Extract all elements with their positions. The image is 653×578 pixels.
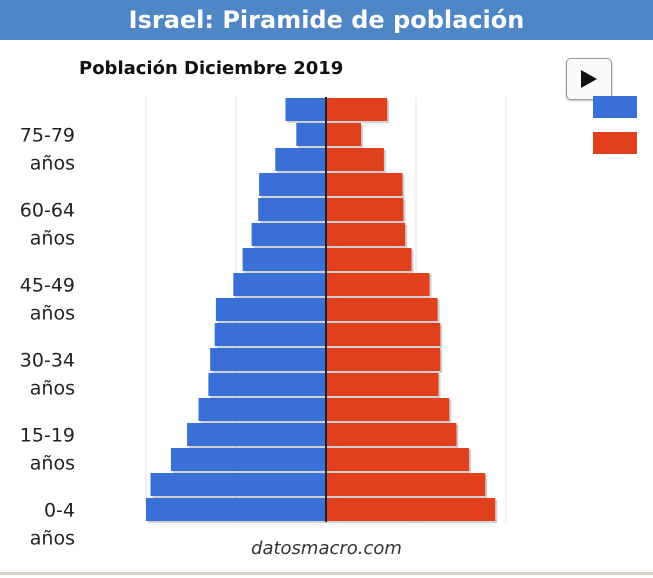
bar-female-55-59 xyxy=(326,223,406,246)
bar-male-25-29 xyxy=(208,373,326,396)
tick-label-sub-45-49: años xyxy=(30,303,75,325)
bar-female-5-9 xyxy=(326,473,486,496)
bar-male-65-69 xyxy=(259,173,326,196)
bar-female-50-54 xyxy=(326,248,412,271)
tick-label-sub-75-79: años xyxy=(30,153,75,175)
tick-label-sub-15-19: años xyxy=(30,453,75,475)
bar-male-70-74 xyxy=(275,148,326,171)
tick-label-sub-0-4: años xyxy=(30,528,75,550)
bar-female-30-34 xyxy=(326,348,441,371)
bar-male-30-34 xyxy=(210,348,326,371)
bar-male-5-9 xyxy=(150,473,326,496)
header-bar: Israel: Piramide de población xyxy=(0,0,653,40)
bar-female-70-74 xyxy=(326,148,384,171)
tick-label-30-34: 30-34 xyxy=(20,350,75,372)
tick-label-45-49: 45-49 xyxy=(20,275,75,297)
bar-female-60-64 xyxy=(326,198,404,221)
bar-male-35-39 xyxy=(214,323,326,346)
bar-male-15-19 xyxy=(187,423,326,446)
footer-divider xyxy=(0,572,653,575)
bar-female-0-4 xyxy=(326,498,496,521)
bar-female-25-29 xyxy=(326,373,439,396)
bar-female-45-49 xyxy=(326,273,430,296)
page-title: Israel: Piramide de población xyxy=(128,6,525,34)
bar-male-45-49 xyxy=(233,273,326,296)
bar-male-50-54 xyxy=(242,248,326,271)
bar-male-60-64 xyxy=(258,198,326,221)
bar-female-10-14 xyxy=(326,448,470,471)
bar-male-75-79 xyxy=(296,123,326,146)
bar-male-10-14 xyxy=(170,448,326,471)
play-button[interactable] xyxy=(566,58,612,100)
tick-label-sub-30-34: años xyxy=(30,378,75,400)
bar-male-0-4 xyxy=(146,498,326,521)
tick-label-75-79: 75-79 xyxy=(20,125,75,147)
tick-label-15-19: 15-19 xyxy=(20,425,75,447)
bar-female-15-19 xyxy=(326,423,457,446)
source-credit: datosmacro.com xyxy=(251,538,402,559)
bar-male-20-24 xyxy=(198,398,326,421)
chart-title: Población Diciembre 2019 xyxy=(79,58,344,79)
bar-female-20-24 xyxy=(326,398,450,421)
legend-swatch-female xyxy=(593,132,637,154)
play-icon xyxy=(581,70,597,88)
bar-female-40-44 xyxy=(326,298,438,321)
tick-label-0-4: 0-4 xyxy=(44,500,75,522)
bar-female-75-79 xyxy=(326,123,362,146)
bar-female-35-39 xyxy=(326,323,441,346)
bar-male-55-59 xyxy=(251,223,326,246)
tick-label-sub-60-64: años xyxy=(30,228,75,250)
bar-male-40-44 xyxy=(215,298,326,321)
legend-swatch-male xyxy=(593,96,637,118)
bar-male-80+ xyxy=(285,98,326,121)
bar-female-80+ xyxy=(326,98,388,121)
tick-label-60-64: 60-64 xyxy=(20,200,75,222)
bar-female-65-69 xyxy=(326,173,403,196)
